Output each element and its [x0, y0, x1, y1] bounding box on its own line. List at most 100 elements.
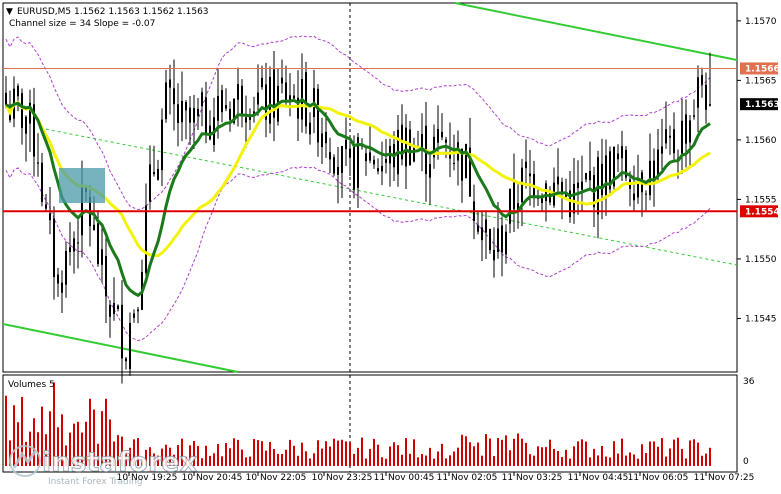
volume-bar [573, 446, 575, 466]
candle [33, 87, 35, 177]
volume-bar [349, 442, 351, 466]
candle [105, 232, 107, 323]
candle-body [269, 76, 271, 124]
candle [585, 172, 587, 183]
volume-panel-frame [2, 374, 738, 473]
candle [645, 190, 647, 212]
volume-bar [689, 440, 691, 466]
candle-body [21, 93, 23, 128]
volume-bar [345, 441, 347, 466]
candle [137, 306, 139, 324]
candle-body [321, 133, 323, 148]
candle-body [293, 95, 295, 99]
candle [465, 143, 467, 179]
x-tick-label: 10 Nov 20:45 [182, 473, 243, 483]
candle [229, 101, 231, 132]
volume-bar [465, 436, 467, 466]
candle-body [693, 115, 695, 117]
candle [21, 88, 23, 145]
candle-body [685, 114, 687, 144]
candle-body [653, 160, 655, 183]
candle-body [709, 104, 711, 106]
symbol-menu-arrow[interactable]: ▼ [6, 7, 13, 17]
candle-body [225, 105, 227, 109]
candle [189, 95, 191, 145]
volume-bar [297, 455, 299, 466]
candle-body [337, 166, 339, 175]
current-price-tag-label: 1.1563 [745, 100, 780, 110]
candle-body [117, 305, 119, 309]
candle-body [385, 159, 387, 163]
volume-bar [409, 453, 411, 466]
candle-body [69, 247, 71, 253]
candle-body [609, 151, 611, 190]
volume-bar [269, 441, 271, 466]
volume-bar [37, 432, 39, 466]
candle-body [357, 137, 359, 188]
candle [593, 166, 595, 227]
entry-zone-highlight [59, 168, 105, 203]
candle-body [105, 256, 107, 297]
x-tick-label: 10 Nov 22:05 [246, 473, 307, 483]
candle-body [349, 148, 351, 158]
volume-bar [505, 435, 507, 466]
candle-body [625, 149, 627, 178]
volume-bar [425, 455, 427, 466]
support-price-tag [740, 205, 778, 218]
volume-bar [517, 433, 519, 466]
candle [577, 160, 579, 215]
candle-body [541, 198, 543, 204]
volume-bar [21, 396, 23, 466]
candle [293, 84, 295, 102]
candle-body [265, 84, 267, 120]
candle [285, 65, 287, 105]
volume-bar [637, 458, 639, 466]
current-price-tag [740, 98, 778, 111]
candle [61, 270, 63, 314]
candle [557, 148, 559, 197]
candle-body [297, 97, 299, 119]
candle-body [201, 92, 203, 107]
candle [501, 216, 503, 277]
volume-bar [665, 456, 667, 466]
candle [201, 87, 203, 127]
volume-bar [137, 438, 139, 466]
candle [41, 152, 43, 207]
volume-bar [261, 441, 263, 466]
y-tick-label: 1.1560 [745, 136, 777, 146]
volume-bar [133, 439, 135, 466]
candle-body [481, 227, 483, 241]
candle [193, 94, 195, 149]
volume-bar [413, 439, 415, 466]
candle-body [461, 148, 463, 181]
volume-bar [329, 446, 331, 466]
volume-bar [113, 441, 115, 466]
volume-bar [385, 458, 387, 466]
candle-body [493, 249, 495, 261]
candle-body [325, 131, 327, 144]
volume-bar [617, 453, 619, 466]
candle [573, 157, 575, 224]
y-tick-label: 1.1565 [745, 76, 777, 86]
candle [421, 113, 423, 172]
volume-bar [613, 441, 615, 466]
volume-bar [9, 440, 11, 466]
candle [169, 64, 171, 115]
channel-middle-line [39, 127, 738, 266]
volume-bar [145, 449, 147, 466]
volume-bar [185, 456, 187, 466]
candle-body [309, 122, 311, 135]
candle-body [433, 136, 435, 158]
volume-bar [85, 421, 87, 466]
fast-moving-average [5, 97, 711, 298]
volume-bar [585, 441, 587, 466]
candle [141, 259, 143, 311]
x-tick-label: 11 Nov 04:45 [568, 473, 629, 483]
candle-body [529, 173, 531, 177]
volume-panel-label: Volumes 5 [8, 380, 55, 390]
volume-bar [245, 457, 247, 466]
volume-bar [125, 451, 127, 466]
volume-bar [685, 458, 687, 466]
candle [309, 112, 311, 145]
